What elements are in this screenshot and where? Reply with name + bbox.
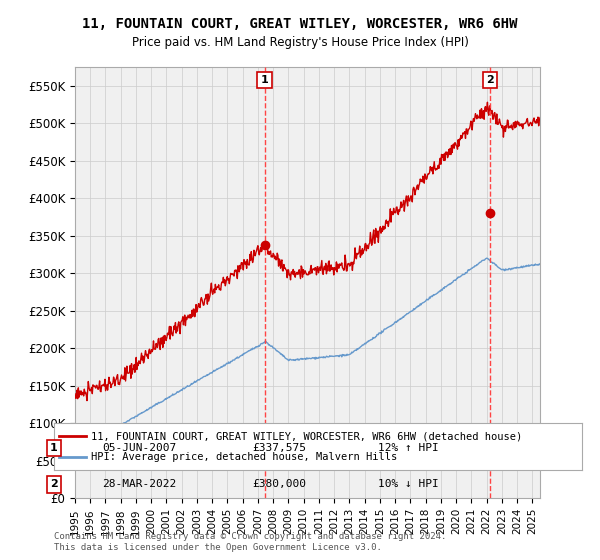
Text: 2: 2 (486, 75, 494, 85)
Text: 05-JUN-2007: 05-JUN-2007 (102, 443, 176, 453)
Text: Contains HM Land Registry data © Crown copyright and database right 2024.
This d: Contains HM Land Registry data © Crown c… (54, 532, 446, 552)
Text: £380,000: £380,000 (252, 479, 306, 489)
Text: £337,575: £337,575 (252, 443, 306, 453)
Text: 1: 1 (260, 75, 268, 85)
Text: 28-MAR-2022: 28-MAR-2022 (102, 479, 176, 489)
Text: 11, FOUNTAIN COURT, GREAT WITLEY, WORCESTER, WR6 6HW: 11, FOUNTAIN COURT, GREAT WITLEY, WORCES… (82, 17, 518, 31)
Text: 10% ↓ HPI: 10% ↓ HPI (378, 479, 439, 489)
Text: 11, FOUNTAIN COURT, GREAT WITLEY, WORCESTER, WR6 6HW (detached house): 11, FOUNTAIN COURT, GREAT WITLEY, WORCES… (91, 431, 522, 441)
Text: 1: 1 (50, 443, 58, 453)
Text: 12% ↑ HPI: 12% ↑ HPI (378, 443, 439, 453)
Text: HPI: Average price, detached house, Malvern Hills: HPI: Average price, detached house, Malv… (91, 452, 397, 462)
Text: 2: 2 (50, 479, 58, 489)
Text: Price paid vs. HM Land Registry's House Price Index (HPI): Price paid vs. HM Land Registry's House … (131, 36, 469, 49)
